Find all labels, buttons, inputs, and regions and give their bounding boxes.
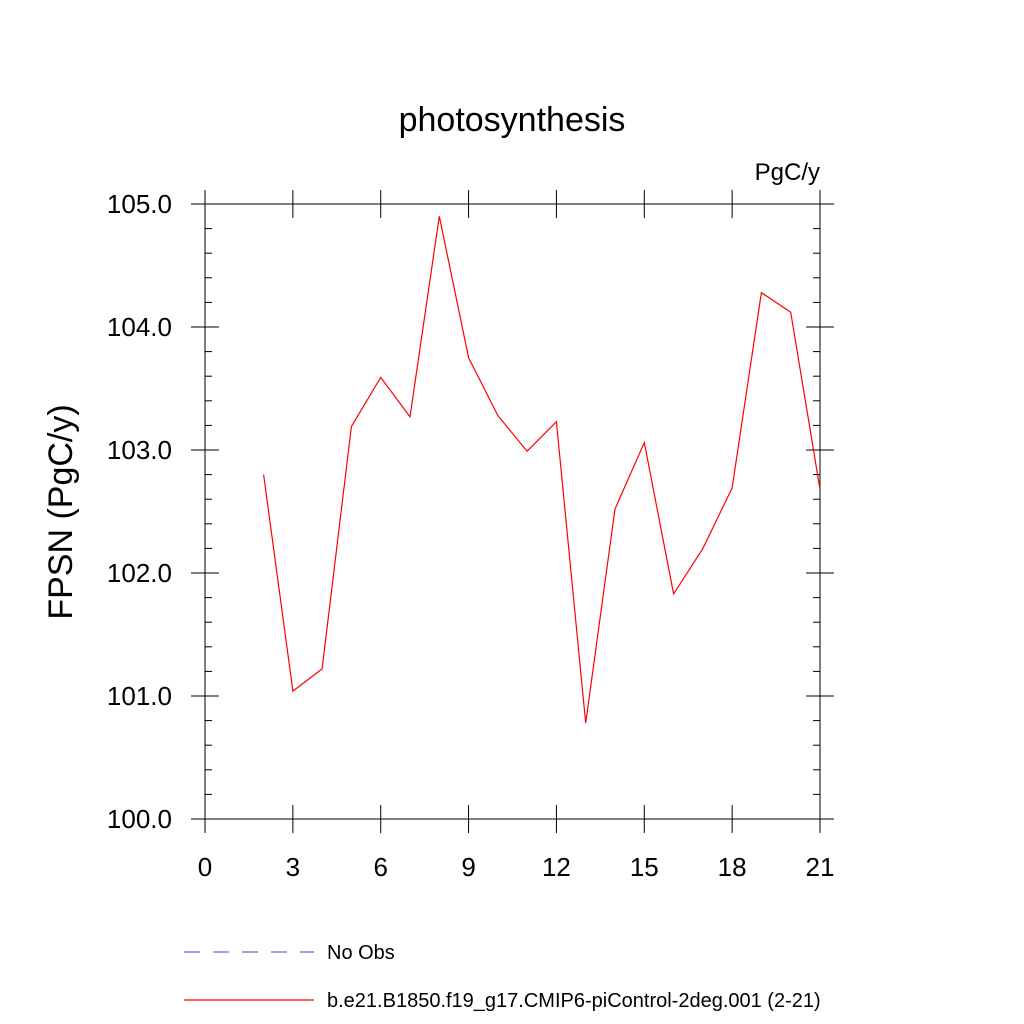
y-tick-label: 100.0 [107,804,172,834]
series-line-0 [263,216,821,724]
x-tick-label: 21 [806,852,835,882]
chart-title: photosynthesis [399,101,626,139]
y-tick-label: 102.0 [107,558,172,588]
y-tick-label: 105.0 [107,189,172,219]
y-axis-label: FPSN (PgC/y) [42,404,80,619]
series-lines [263,216,821,724]
y-tick-label: 101.0 [107,681,172,711]
x-tick-label: 6 [373,852,387,882]
x-tick-label: 0 [198,852,212,882]
legend: No Obs b.e21.B1850.f19_g17.CMIP6-piContro… [184,942,821,1012]
x-tick-label: 15 [630,852,659,882]
x-tick-label: 9 [461,852,475,882]
axis-tick-labels: 0 3 6 9 12 15 18 21 100.0 101.0 102.0 103.0 104.0 105… [107,189,835,882]
units-label: PgC/y [755,159,820,186]
axis-ticks [191,190,834,833]
y-tick-label: 104.0 [107,312,172,342]
x-tick-label: 3 [286,852,300,882]
x-tick-label: 18 [718,852,747,882]
plot-frame [204,203,821,820]
legend-label-1: b.e21.B1850.f19_g17.CMIP6-piControl-2deg… [327,990,821,1012]
legend-label-0: No Obs [327,942,395,964]
x-tick-label: 12 [542,852,571,882]
y-tick-label: 103.0 [107,435,172,465]
